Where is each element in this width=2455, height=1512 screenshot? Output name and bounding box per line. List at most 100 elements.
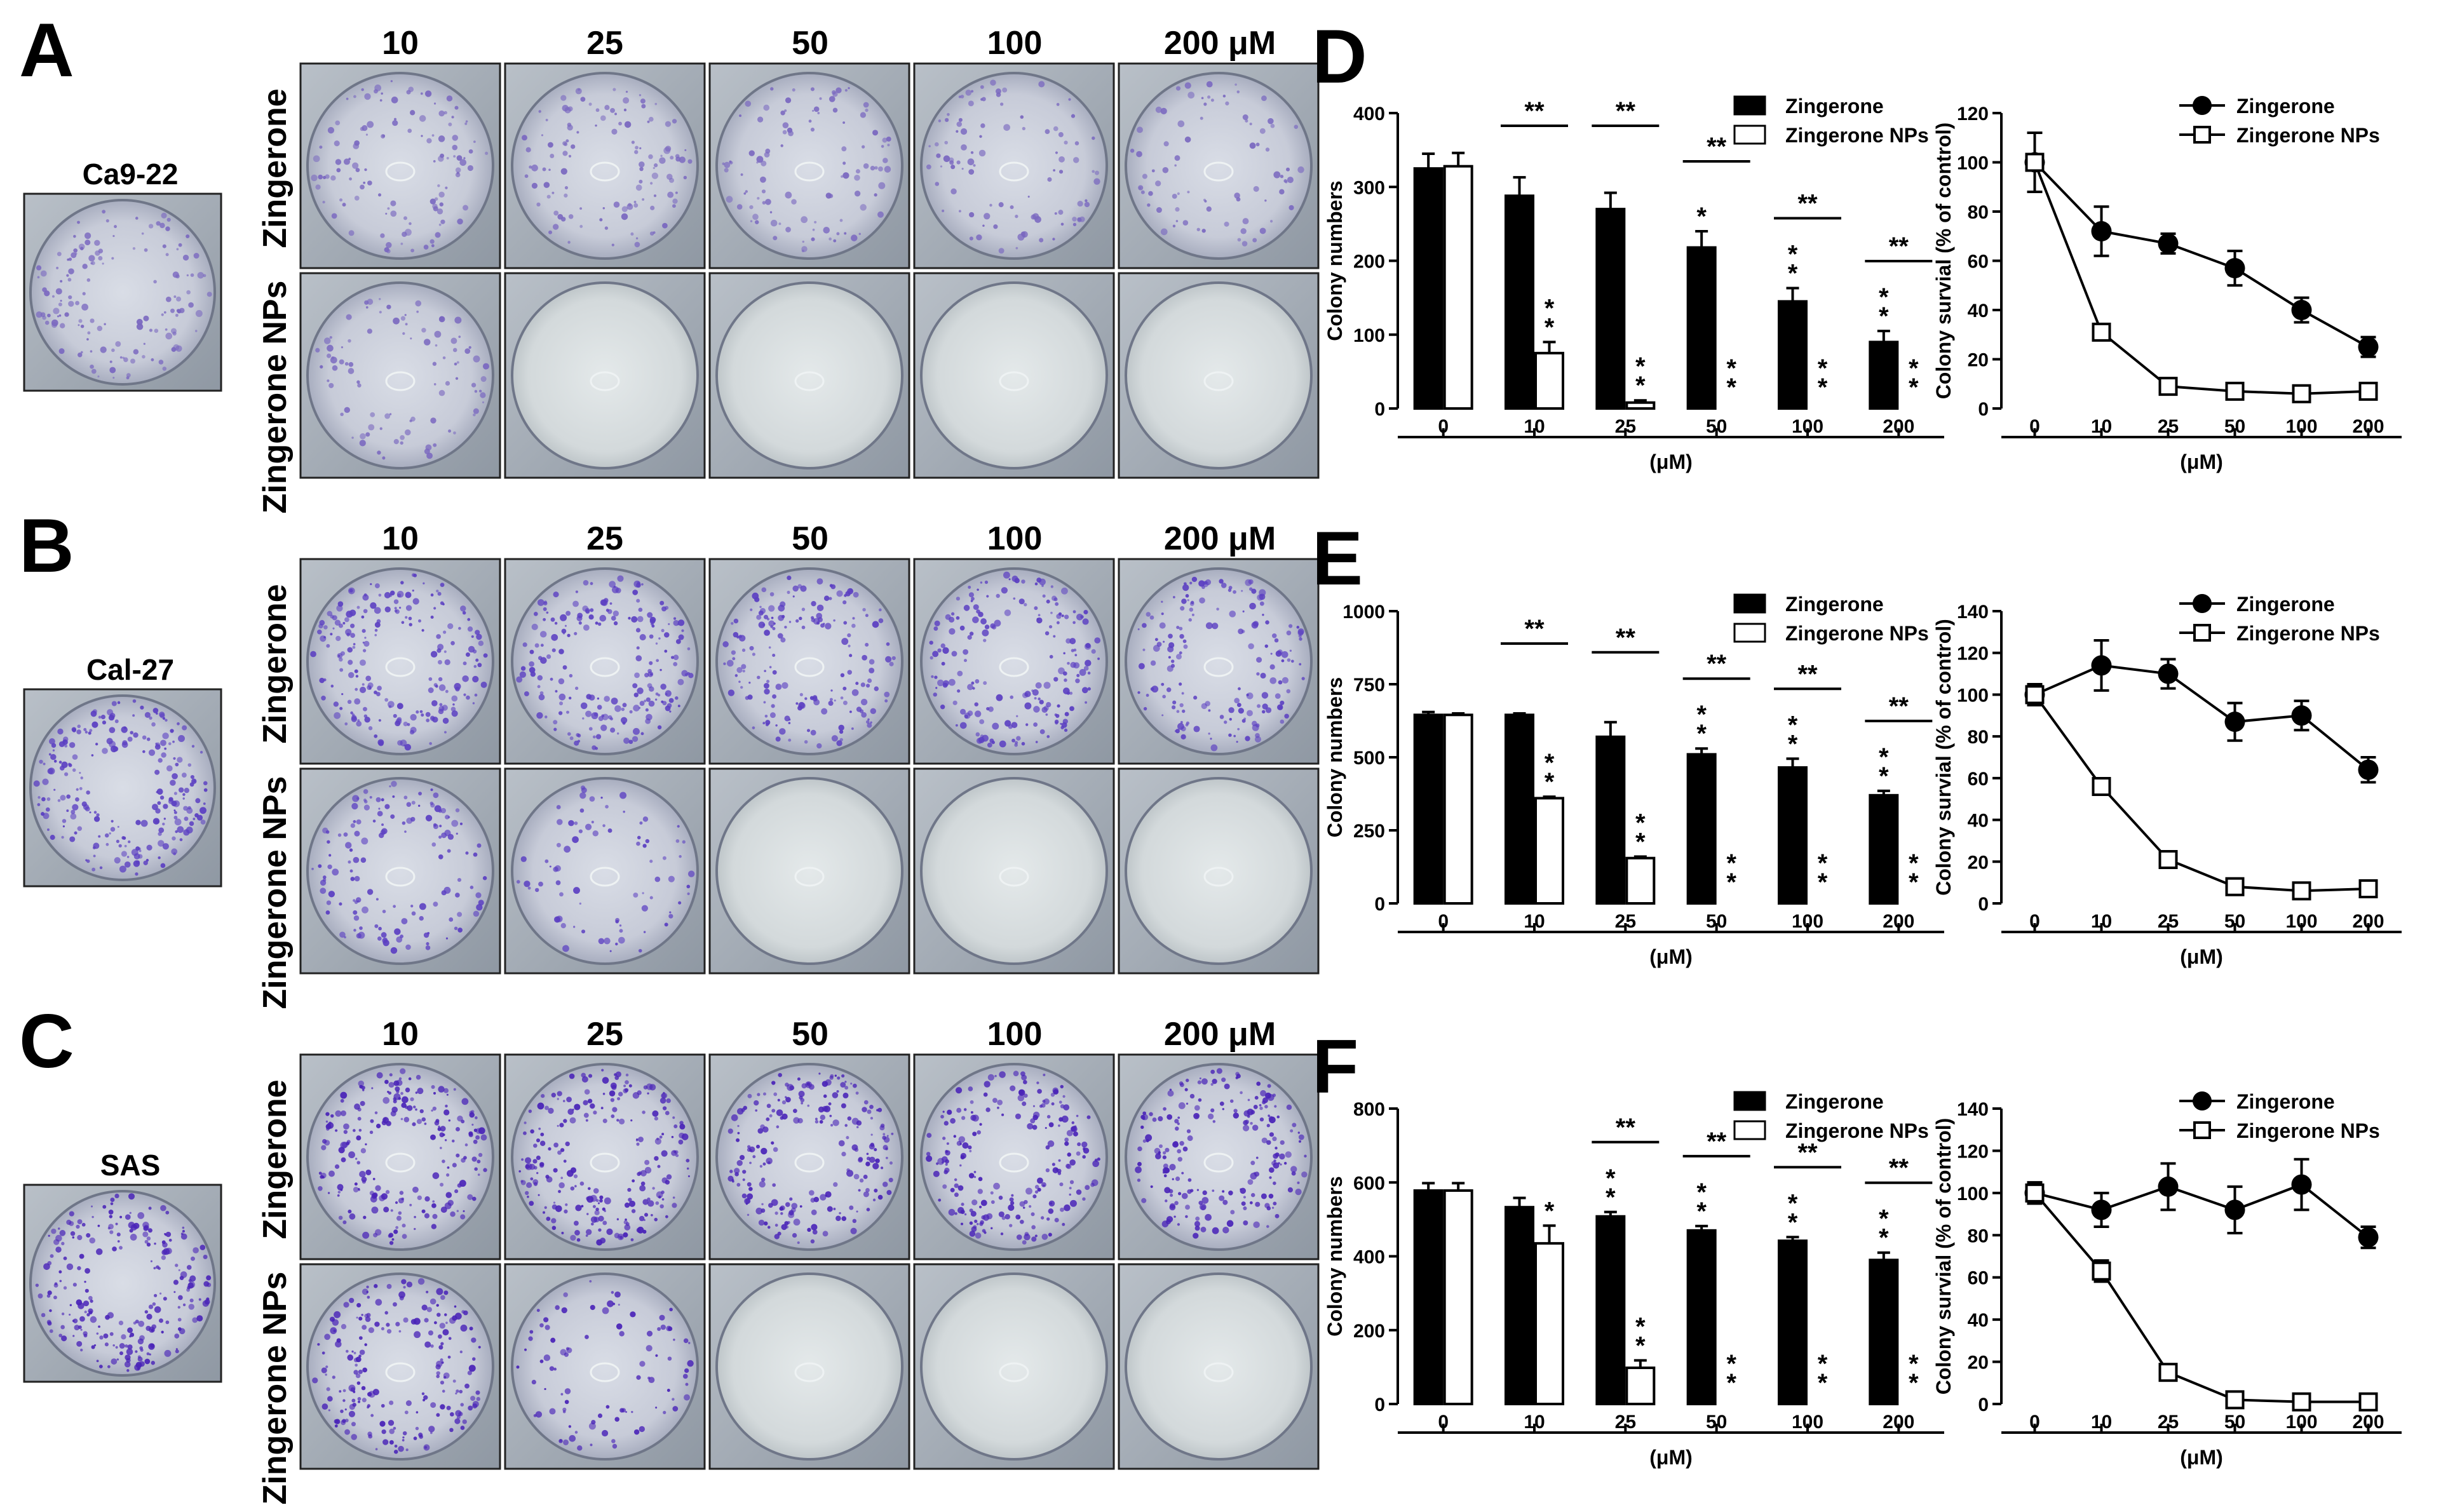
colony xyxy=(322,875,327,879)
colony xyxy=(601,1429,609,1437)
colony xyxy=(1018,1090,1024,1095)
bar xyxy=(1778,300,1808,410)
colony xyxy=(1241,241,1248,246)
colony xyxy=(431,1085,435,1090)
colony xyxy=(1164,1187,1171,1194)
colony xyxy=(182,797,185,800)
colony xyxy=(876,1109,879,1112)
colony xyxy=(825,192,832,199)
colony xyxy=(1210,744,1218,752)
colony xyxy=(589,1279,592,1283)
culture-well xyxy=(708,767,910,975)
colony xyxy=(853,1173,860,1180)
colony xyxy=(1174,1201,1179,1205)
colony xyxy=(463,661,467,666)
culture-well xyxy=(913,272,1115,479)
colony xyxy=(1015,1113,1021,1119)
significance-star: * xyxy=(1909,354,1919,382)
colony xyxy=(361,615,365,619)
colony xyxy=(533,1414,537,1417)
colony xyxy=(1064,728,1068,732)
colony xyxy=(834,1074,837,1077)
colony xyxy=(329,336,332,339)
colony xyxy=(130,731,134,735)
data-point xyxy=(2158,1176,2179,1197)
colony xyxy=(961,168,964,170)
colony xyxy=(175,1264,179,1267)
colony xyxy=(431,244,435,248)
bar xyxy=(1413,1189,1444,1405)
colony xyxy=(1259,1106,1263,1110)
colony xyxy=(436,1288,443,1295)
colony xyxy=(791,1203,798,1210)
colony xyxy=(569,673,573,678)
colony xyxy=(442,1329,449,1336)
y-tick-label: 140 xyxy=(1957,1099,1989,1120)
colony xyxy=(85,731,88,734)
colony xyxy=(353,1351,356,1354)
significance-star: * xyxy=(1726,1369,1736,1397)
colony xyxy=(170,729,174,733)
colony xyxy=(1036,617,1043,624)
colony xyxy=(353,1187,359,1192)
dish-reflection xyxy=(385,161,416,182)
colony xyxy=(149,1353,151,1356)
colony xyxy=(474,389,478,393)
colony xyxy=(681,1133,689,1140)
colony xyxy=(958,1136,966,1143)
colony xyxy=(397,739,403,746)
colony xyxy=(161,212,167,219)
colony xyxy=(358,1316,363,1321)
colony xyxy=(43,1263,50,1270)
colony xyxy=(395,1225,399,1229)
colony xyxy=(635,628,641,633)
colony xyxy=(55,1246,62,1253)
colony xyxy=(47,1290,52,1295)
colony xyxy=(430,616,434,619)
colony xyxy=(726,196,733,203)
bar xyxy=(1443,165,1473,410)
colony xyxy=(470,886,474,889)
colony xyxy=(947,112,950,116)
colony xyxy=(77,724,81,729)
x-tick-label: 0 xyxy=(1438,1412,1449,1433)
colony xyxy=(348,1210,352,1214)
colony xyxy=(114,225,117,229)
colony xyxy=(369,795,372,799)
colony xyxy=(846,1168,850,1172)
colony xyxy=(1202,1190,1207,1196)
colony xyxy=(1201,1197,1209,1204)
colony xyxy=(611,698,618,705)
colony xyxy=(143,860,148,865)
colony xyxy=(455,893,460,898)
colony xyxy=(1081,1141,1088,1148)
colony xyxy=(833,619,835,622)
colony xyxy=(1224,221,1229,227)
colony xyxy=(616,1323,623,1330)
colony xyxy=(737,1124,740,1128)
significance-star: * xyxy=(1788,1208,1798,1236)
colony xyxy=(1147,203,1151,207)
colony xyxy=(318,623,323,629)
colony xyxy=(560,922,566,929)
concentration-label: 25 xyxy=(586,1016,623,1053)
colony xyxy=(649,896,653,900)
colony xyxy=(1280,1140,1285,1145)
colony xyxy=(1196,1189,1200,1191)
colony xyxy=(652,1110,659,1117)
colony xyxy=(328,1409,330,1412)
colony xyxy=(529,1330,534,1334)
colony xyxy=(539,1359,544,1363)
colony xyxy=(675,638,681,644)
colony xyxy=(832,1119,839,1126)
colony xyxy=(935,687,938,689)
colony xyxy=(636,1227,642,1233)
control-label: SAS xyxy=(100,1149,161,1182)
colony xyxy=(1067,661,1070,665)
colony-stain xyxy=(311,80,489,253)
colony xyxy=(770,219,778,227)
colony xyxy=(1041,1103,1046,1108)
colony xyxy=(346,314,352,320)
colony xyxy=(851,727,854,730)
